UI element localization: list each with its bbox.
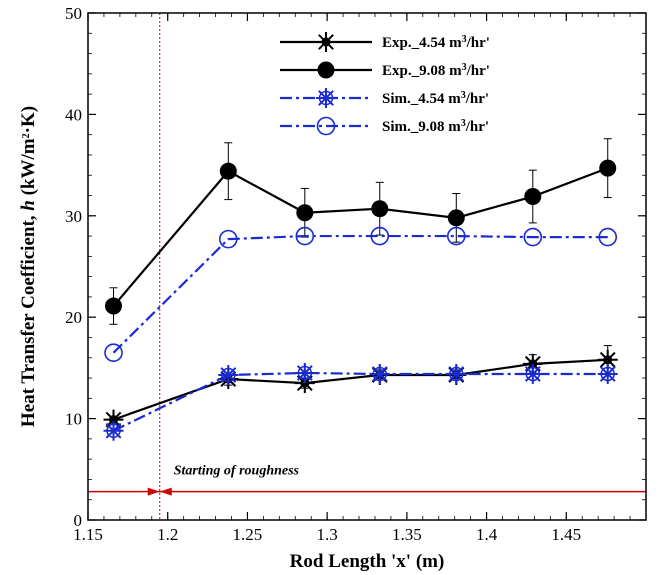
data-point xyxy=(371,200,389,218)
data-point xyxy=(447,209,465,227)
roughness-annotation: Starting of roughness xyxy=(174,464,300,479)
legend-entry-3: Sim._4.54 m3/hr' xyxy=(280,88,489,108)
x-tick-label: 1.15 xyxy=(73,525,103,544)
legend-marker xyxy=(317,61,335,79)
series-4 xyxy=(104,226,618,362)
series-2 xyxy=(105,138,617,325)
x-tick-label: 1.35 xyxy=(392,525,422,544)
plot-area: Starting of roughness xyxy=(88,13,646,520)
y-axis-title: Heat Transfer Coefficient, h (kW/m2·K) xyxy=(18,106,39,427)
legend-entry-2: Exp._9.08 m3/hr' xyxy=(280,61,490,80)
y-tick-label: 10 xyxy=(65,410,82,429)
x-axis-title: Rod Length 'x' (m) xyxy=(290,551,445,572)
data-point xyxy=(369,363,390,384)
x-tick-label: 1.3 xyxy=(317,525,338,544)
plot-frame xyxy=(87,12,647,521)
x-tick-label: 1.2 xyxy=(157,525,178,544)
data-point xyxy=(219,162,237,180)
legend-marker xyxy=(316,88,336,108)
data-point xyxy=(524,188,542,206)
x-tick-label: 1.45 xyxy=(551,525,581,544)
roughness-arrow-right xyxy=(147,487,160,496)
series-line xyxy=(112,234,608,354)
legend: Exp._4.54 m3/hr' Exp._9.08 m3/hr' Sim._4.5… xyxy=(280,32,490,136)
series-1 xyxy=(103,345,618,430)
legend-label: Sim._9.08 m3/hr' xyxy=(382,118,489,136)
legend-entry-1: Exp._4.54 m3/hr' xyxy=(280,32,490,52)
data-point xyxy=(597,363,618,384)
x-tick-label: 1.25 xyxy=(233,525,263,544)
data-point xyxy=(294,362,315,383)
y-tick-label: 30 xyxy=(65,207,82,226)
data-point xyxy=(446,363,467,384)
legend-label: Exp._9.08 m3/hr' xyxy=(382,62,490,80)
legend-label: Exp._4.54 m3/hr' xyxy=(382,34,490,52)
y-tick-label: 0 xyxy=(74,511,83,530)
data-point xyxy=(295,226,315,246)
data-point xyxy=(296,204,314,222)
x-tick-label: 1.4 xyxy=(476,525,498,544)
legend-marker xyxy=(316,116,336,136)
legend-marker xyxy=(316,32,336,52)
data-point xyxy=(523,227,543,247)
data-point xyxy=(104,343,123,362)
legend-label: Sim._4.54 m3/hr' xyxy=(382,90,489,108)
data-point xyxy=(370,226,390,246)
y-tick-label: 20 xyxy=(65,308,82,327)
data-point xyxy=(103,420,124,441)
data-point xyxy=(105,297,123,315)
axes: 1.15 1.2 1.25 1.3 1.35 1.4 1.45 0 10 20 30 40 50 Rod … xyxy=(18,4,647,572)
data-point xyxy=(598,227,618,247)
roughness-arrow-left xyxy=(159,487,172,496)
data-point xyxy=(218,364,239,385)
data-point xyxy=(446,226,466,246)
data-point xyxy=(218,229,238,249)
y-tick-label: 40 xyxy=(65,105,82,124)
series-3 xyxy=(103,362,618,441)
data-point xyxy=(599,159,617,177)
data-point xyxy=(103,409,124,430)
data-point xyxy=(522,363,543,384)
y-tick-label: 50 xyxy=(65,4,82,23)
legend-entry-4: Sim._9.08 m3/hr' xyxy=(280,116,489,136)
